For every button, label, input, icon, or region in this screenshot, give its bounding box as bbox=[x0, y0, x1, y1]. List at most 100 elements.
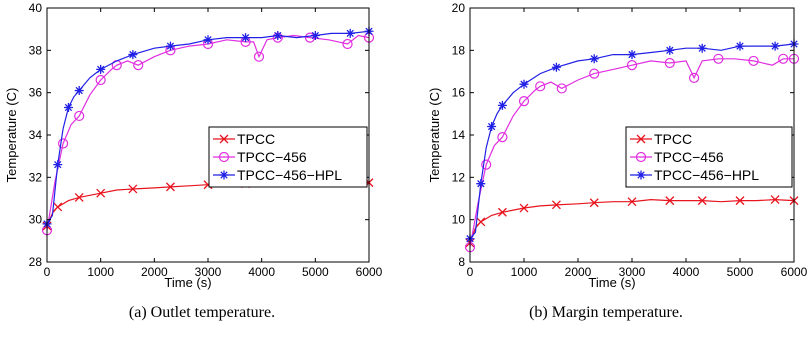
y-tick-label: 10 bbox=[452, 213, 466, 227]
x-tick-label: 5000 bbox=[302, 265, 329, 279]
y-tick-label: 36 bbox=[29, 86, 43, 100]
y-tick-label: 38 bbox=[29, 43, 43, 57]
data-point bbox=[518, 96, 530, 107]
data-point bbox=[697, 196, 707, 206]
data-point bbox=[697, 43, 707, 53]
data-point bbox=[519, 79, 529, 89]
data-point bbox=[713, 53, 724, 64]
x-tick-label: 4000 bbox=[248, 265, 275, 279]
x-tick-label: 6000 bbox=[781, 265, 808, 279]
data-point bbox=[342, 38, 353, 50]
x-tick-label: 3000 bbox=[195, 265, 222, 279]
series-line-2 bbox=[469, 43, 795, 240]
data-point bbox=[476, 217, 486, 227]
x-tick-label: 2000 bbox=[141, 265, 168, 279]
legend-label: TPCC−456−HPL bbox=[237, 167, 342, 183]
data-point bbox=[273, 31, 283, 41]
legend-label: TPCC−456−HPL bbox=[654, 167, 759, 183]
data-point bbox=[476, 179, 486, 189]
data-point bbox=[497, 207, 507, 217]
data-point bbox=[589, 68, 600, 79]
data-point bbox=[748, 55, 759, 67]
data-point bbox=[63, 102, 73, 112]
data-point bbox=[770, 195, 780, 205]
data-point bbox=[626, 60, 638, 71]
y-axis-label: Temperature (C) bbox=[427, 88, 442, 183]
legend-marker bbox=[219, 170, 229, 180]
data-point bbox=[310, 31, 320, 41]
data-point bbox=[74, 86, 84, 96]
series-line-0 bbox=[469, 198, 795, 244]
x-tick-label: 3000 bbox=[619, 265, 646, 279]
data-point bbox=[57, 138, 69, 149]
legend-label: TPCC−456 bbox=[237, 149, 307, 165]
data-point bbox=[551, 200, 561, 210]
series-0 bbox=[465, 195, 799, 248]
legend-label: TPCC bbox=[237, 131, 275, 147]
y-tick-label: 12 bbox=[452, 170, 466, 184]
series-line-2 bbox=[46, 30, 370, 225]
x-tick-label: 2000 bbox=[565, 265, 592, 279]
legend-label: TPCC bbox=[654, 131, 692, 147]
data-point bbox=[128, 50, 138, 60]
legend: TPCC TPCC−456 TPCC−456−HPL bbox=[208, 126, 368, 188]
data-point bbox=[53, 202, 63, 212]
data-point bbox=[778, 53, 789, 64]
data-point bbox=[519, 203, 529, 213]
x-tick-label: 6000 bbox=[356, 265, 383, 279]
legend-marker bbox=[636, 134, 646, 144]
data-point bbox=[481, 159, 492, 170]
y-tick-label: 32 bbox=[29, 170, 43, 184]
caption-margin: (b) Margin temperature. bbox=[529, 304, 683, 321]
data-point bbox=[689, 72, 700, 83]
x-tick-label: 0 bbox=[467, 265, 474, 279]
x-axis-label: Time (s) bbox=[164, 275, 211, 290]
x-tick-label: 5000 bbox=[727, 265, 754, 279]
data-point bbox=[203, 35, 213, 45]
legend-marker bbox=[635, 151, 647, 163]
y-tick-label: 40 bbox=[29, 1, 43, 15]
data-point bbox=[497, 100, 507, 110]
y-tick-label: 14 bbox=[452, 128, 466, 142]
data-point bbox=[74, 110, 85, 122]
data-point bbox=[74, 192, 84, 202]
series-line-0 bbox=[46, 181, 369, 227]
data-point bbox=[589, 198, 599, 208]
data-point bbox=[770, 41, 780, 51]
data-point bbox=[735, 41, 745, 51]
y-axis-label: Temperature (C) bbox=[4, 88, 19, 183]
legend-marker bbox=[219, 134, 229, 144]
y-tick-label: 28 bbox=[29, 255, 43, 269]
y-tick-label: 8 bbox=[458, 255, 465, 269]
data-point bbox=[96, 64, 106, 74]
x-tick-label: 4000 bbox=[673, 265, 700, 279]
y-tick-label: 30 bbox=[29, 213, 43, 227]
margin-temperature-chart: 0 1000 2000 3000 4000 5000 6000 8 10 12 14 16 18 20 Ti… bbox=[427, 1, 808, 290]
data-point bbox=[345, 28, 355, 38]
caption-outlet: (a) Outlet temperature. bbox=[128, 304, 276, 321]
data-point bbox=[556, 83, 567, 94]
data-point bbox=[664, 57, 675, 69]
data-point bbox=[133, 60, 144, 71]
data-point bbox=[165, 182, 175, 192]
data-point bbox=[627, 197, 637, 207]
data-point bbox=[627, 50, 637, 60]
legend: TPCC TPCC−456 TPCC−456−HPL bbox=[625, 126, 793, 188]
data-point bbox=[665, 45, 675, 55]
data-point bbox=[165, 41, 175, 51]
legend-box bbox=[625, 126, 793, 188]
data-point bbox=[535, 81, 546, 92]
legend-box bbox=[208, 126, 368, 188]
legend-label: TPCC−456 bbox=[654, 149, 724, 165]
outlet-temperature-chart: 0 1000 2000 3000 4000 5000 6000 28 30 32 34 36 38 40 T… bbox=[4, 1, 383, 290]
x-tick-label: 1000 bbox=[511, 265, 538, 279]
x-axis-label: Time (s) bbox=[588, 275, 635, 290]
y-tick-label: 34 bbox=[29, 128, 43, 142]
series-2 bbox=[465, 39, 799, 244]
data-point bbox=[95, 74, 106, 86]
data-point bbox=[735, 196, 745, 206]
data-point bbox=[487, 122, 497, 132]
data-point bbox=[304, 32, 316, 43]
data-point bbox=[128, 184, 138, 194]
